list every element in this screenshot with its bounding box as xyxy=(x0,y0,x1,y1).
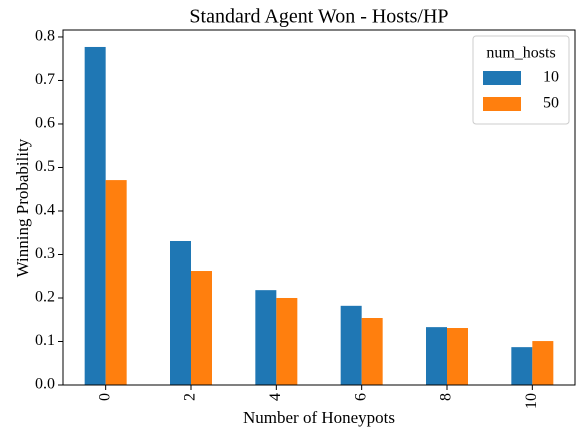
y-tick-label: 0.6 xyxy=(35,115,55,132)
legend-swatch xyxy=(483,71,521,85)
bar xyxy=(361,318,383,385)
legend-swatch xyxy=(483,97,521,111)
bar xyxy=(170,240,191,385)
plot-frame xyxy=(62,29,576,386)
y-tick-label: 0.5 xyxy=(35,158,55,175)
x-tick-label: 2 xyxy=(182,393,199,401)
y-tick-label: 0.7 xyxy=(35,71,55,88)
bar xyxy=(105,180,127,385)
x-tick-label: 4 xyxy=(267,393,284,401)
bar xyxy=(191,271,212,385)
x-tick-label: 8 xyxy=(438,393,455,401)
y-tick-label: 0.0 xyxy=(35,376,55,393)
legend-label: 10 xyxy=(543,69,559,86)
x-tick-label: 10 xyxy=(523,393,540,409)
bar xyxy=(84,46,106,385)
bar xyxy=(426,327,447,385)
bar xyxy=(532,341,554,385)
legend-label: 50 xyxy=(543,95,559,112)
y-tick-label: 0.1 xyxy=(35,332,55,349)
x-tick-label: 6 xyxy=(352,393,369,401)
bar xyxy=(255,290,277,385)
y-axis-label: Winning Probability xyxy=(13,138,32,277)
bar xyxy=(511,347,533,385)
legend-title: num_hosts xyxy=(486,45,555,62)
y-tick-label: 0.3 xyxy=(35,245,55,262)
x-axis-label: Number of Honeypots xyxy=(243,408,395,427)
y-tick-label: 0.8 xyxy=(35,28,55,45)
y-tick-label: 0.4 xyxy=(35,202,55,219)
bar xyxy=(340,305,362,385)
bar xyxy=(447,328,468,385)
y-tick-label: 0.2 xyxy=(35,289,55,306)
bar xyxy=(276,297,298,385)
chart-title: Standard Agent Won - Hosts/HP xyxy=(189,6,448,28)
x-tick-label: 0 xyxy=(96,393,113,401)
